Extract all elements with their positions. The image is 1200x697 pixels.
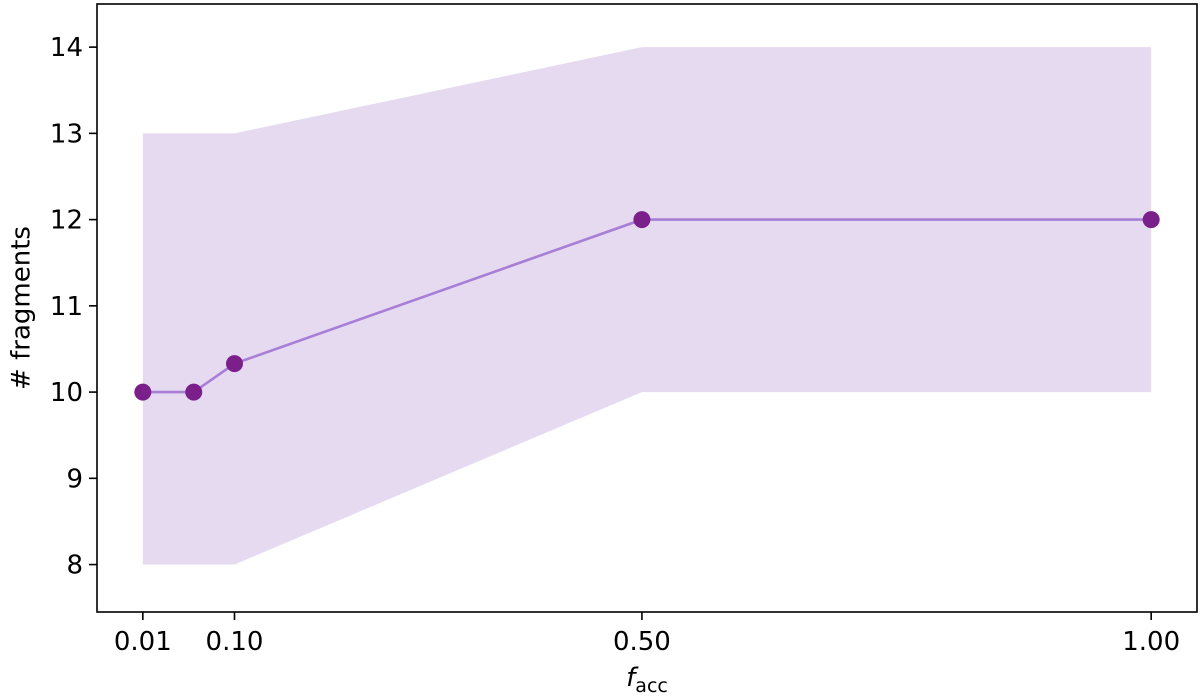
x-axis-ticks: 0.01 0.10 0.50 1.00 (114, 612, 1180, 657)
x-tick-label: 0.50 (613, 627, 671, 657)
y-tick-label: 13 (50, 119, 83, 149)
y-axis-ticks: 8 9 10 11 12 13 14 (50, 33, 97, 581)
data-point (134, 383, 152, 401)
x-tick-label: 1.00 (1122, 627, 1180, 657)
y-tick-label: 9 (66, 464, 83, 494)
data-point (226, 355, 243, 373)
data-points-layer (134, 211, 1160, 401)
x-axis-label: facc (626, 663, 668, 697)
x-tick-label: 0.01 (114, 627, 172, 657)
x-tick-label: 0.10 (206, 627, 264, 657)
y-tick-label: 14 (50, 33, 83, 63)
y-tick-label: 8 (66, 551, 83, 581)
x-axis-label-subscript: acc (635, 675, 668, 697)
y-tick-label: 10 (50, 378, 83, 408)
data-point (633, 211, 651, 229)
data-point (1142, 211, 1160, 229)
data-point (185, 383, 203, 401)
y-tick-label: 12 (50, 206, 83, 236)
y-axis-label: # fragments (7, 226, 37, 390)
confidence-band (142, 47, 1152, 565)
confidence-band-layer (142, 47, 1152, 565)
y-tick-label: 11 (50, 292, 83, 322)
plot-frame (96, 3, 1198, 613)
